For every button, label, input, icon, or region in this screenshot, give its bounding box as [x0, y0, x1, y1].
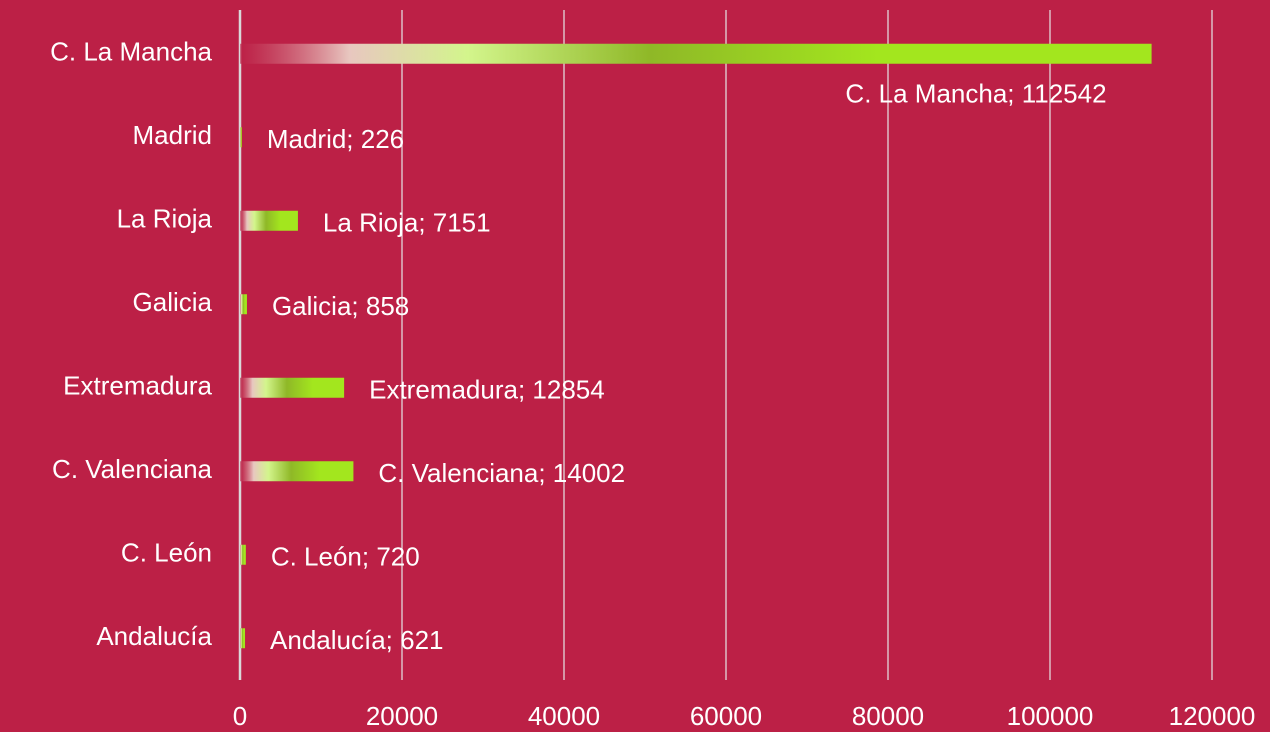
data-label: Galicia; 858 — [272, 291, 409, 321]
bar — [240, 210, 298, 231]
data-label: La Rioja; 7151 — [323, 208, 491, 238]
data-label: Madrid; 226 — [267, 124, 404, 154]
x-tick-label: 0 — [233, 701, 247, 731]
x-tick-label: 100000 — [1007, 701, 1094, 731]
data-label: C. León; 720 — [271, 542, 420, 572]
y-tick-label: C. León — [121, 538, 212, 568]
data-label: Andalucía; 621 — [270, 625, 443, 655]
y-tick-label: Galicia — [133, 287, 213, 317]
bar — [240, 544, 246, 565]
y-tick-label: Extremadura — [63, 371, 212, 401]
bar — [240, 43, 1152, 64]
x-tick-label: 60000 — [690, 701, 762, 731]
y-tick-label: Madrid — [133, 120, 212, 150]
bar — [240, 294, 247, 315]
y-tick-label: Andalucía — [96, 621, 212, 651]
data-label: C. La Mancha; 112542 — [845, 79, 1106, 109]
x-tick-label: 80000 — [852, 701, 924, 731]
x-tick-label: 120000 — [1169, 701, 1256, 731]
bar — [240, 127, 242, 148]
x-tick-label: 40000 — [528, 701, 600, 731]
data-label: Extremadura; 12854 — [369, 375, 605, 405]
x-tick-label: 20000 — [366, 701, 438, 731]
data-label: C. Valenciana; 14002 — [378, 458, 625, 488]
bar — [240, 461, 354, 482]
bar — [240, 628, 246, 649]
y-tick-label: C. La Mancha — [50, 37, 212, 67]
y-tick-label: La Rioja — [117, 204, 213, 234]
y-tick-label: C. Valenciana — [52, 454, 212, 484]
bar — [240, 377, 345, 398]
